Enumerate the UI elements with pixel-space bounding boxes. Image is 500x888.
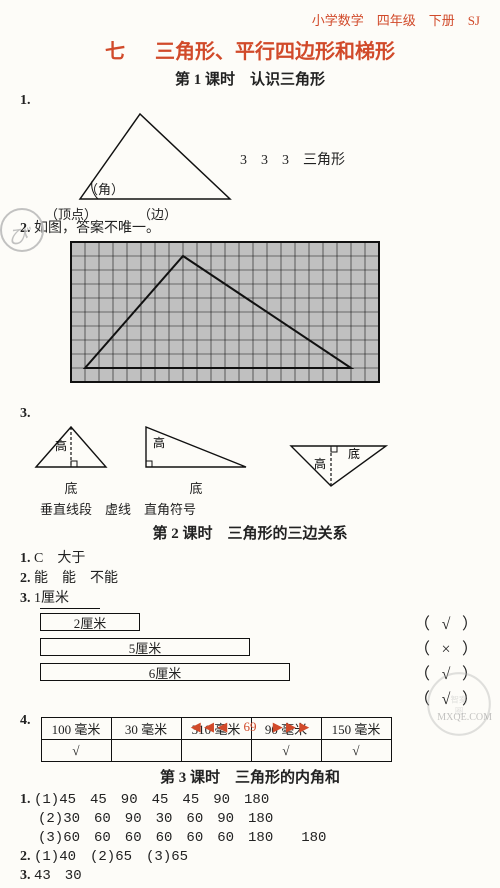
l2-q1-text: C 大于 (34, 551, 85, 566)
l3-content: 1. (1)45 45 90 45 45 90 180 (2)30 60 90 … (20, 791, 480, 885)
svg-text:高: 高 (314, 456, 326, 471)
watermark-text: MXQE.COM (437, 712, 492, 723)
table-mark-cell (111, 740, 181, 762)
bar-box: 6厘米 (40, 663, 290, 681)
lesson1-title: 第 1 课时 认识三角形 (20, 68, 480, 89)
q3-tri1-base: 底 (26, 478, 116, 497)
q3-tri2-base: 底 (136, 478, 256, 497)
footer-deco-right: ▶ ▶ ▶ (260, 719, 310, 734)
q1-angle-label: （角） (85, 179, 124, 198)
q3-triangles-row: 高 底 高 底 高 底 (26, 422, 480, 497)
result-paren: （ × ） (414, 635, 480, 659)
l3-q1-line1: (1)45 45 90 45 45 90 180 (34, 792, 269, 808)
q3-tri2: 高 底 (136, 422, 256, 497)
q3-tri3: 高 底 (276, 438, 396, 497)
hand-circle-mark: び (0, 208, 44, 252)
l3-q3-number: 3. (20, 868, 31, 883)
hand-mark-icon: び (8, 220, 28, 249)
q1-vertex-label: （顶点） (45, 204, 97, 223)
q3-number: 3. (20, 406, 31, 421)
l3-q3-text: 43 30 (34, 868, 82, 884)
l3-q1-line3: (3)60 60 60 60 60 60 180 180 (38, 829, 480, 848)
l2-q3-number: 3. (20, 591, 31, 606)
svg-text:高: 高 (153, 435, 165, 450)
q1-number: 1. (20, 93, 31, 109)
page-number: 69 (244, 719, 257, 734)
l3-q2-number: 2. (20, 849, 31, 864)
table-mark-cell: √ (41, 740, 111, 762)
table-mark-cell: √ (321, 740, 391, 762)
l2-q3-bar0-inline: 1厘米 (34, 591, 69, 606)
l2-q3-bars: 2厘米（ √ ）5厘米（ × ）6厘米（ √ ）（ √ ） (40, 608, 480, 709)
l2-q2-text: 能 能 不能 (34, 571, 118, 586)
l3-q1-number: 1. (20, 792, 31, 807)
page-header: 小学数学 四年级 下册 SJ (20, 10, 480, 29)
svg-text:底: 底 (348, 446, 360, 461)
lesson3-title: 第 3 课时 三角形的内角和 (20, 766, 480, 787)
result-paren: （ √ ） (414, 610, 480, 634)
q3-legend: 垂直线段 虚线 直角符号 (40, 499, 480, 518)
lesson2-title: 第 2 课时 三角形的三边关系 (20, 522, 480, 543)
bar-box: 5厘米 (40, 638, 250, 656)
l2-q1-number: 1. (20, 551, 31, 566)
q1-right-text: 3 3 3 三角形 (240, 149, 345, 169)
q2-grid-figure (70, 241, 480, 400)
q1-figure: 3 3 3 三角形 （角） （顶点） （边） (30, 109, 480, 219)
watermark-icon: 智案 圈 (424, 669, 494, 739)
table-row: √√√ (41, 740, 391, 762)
q1-side-label: （边） (138, 204, 177, 223)
q2-text: 如图，答案不唯一。 (34, 221, 160, 236)
table-mark-cell: √ (251, 740, 321, 762)
q3-tri1: 高 底 (26, 422, 116, 497)
chapter-number: 七 (105, 41, 125, 63)
chapter-name: 三角形、平行四边形和梯形 (155, 41, 395, 63)
bar-box: 2厘米 (40, 613, 140, 631)
svg-text:智案: 智案 (451, 695, 468, 705)
table-mark-cell (181, 740, 251, 762)
chapter-title: 七 三角形、平行四边形和梯形 (20, 35, 480, 64)
l3-q2-text: (1)40 (2)65 (3)65 (34, 849, 188, 865)
l2-q2-number: 2. (20, 571, 31, 586)
footer-deco-left: ◀ ◀ ◀ (191, 719, 241, 734)
svg-text:高: 高 (55, 438, 67, 453)
l3-q1-line2: (2)30 60 90 30 60 90 180 (38, 810, 480, 829)
grid-svg (70, 241, 392, 395)
